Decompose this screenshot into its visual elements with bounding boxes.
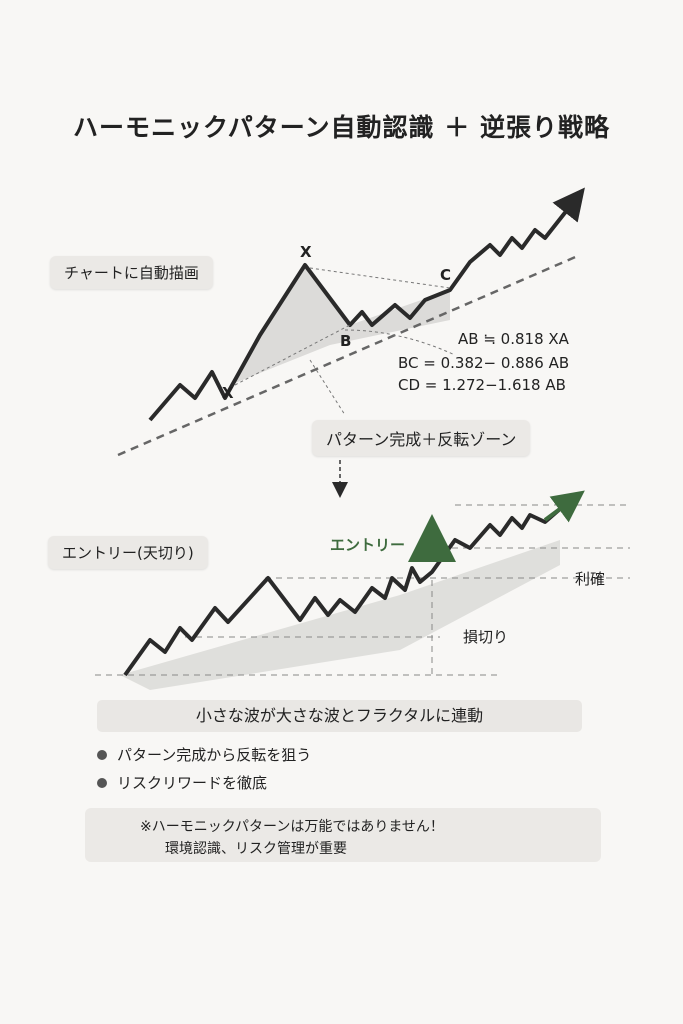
ratio-cd: CD = 1.272−1.618 AB xyxy=(398,376,566,394)
price-line-top xyxy=(148,187,585,422)
pattern-shading xyxy=(230,265,450,385)
auto-draw-callout: チャートに自動描画 xyxy=(50,256,213,289)
bullet-item: パターン完成から反転を狙う xyxy=(97,744,311,765)
xc-dotted xyxy=(309,267,451,289)
green-arrow-target xyxy=(543,490,585,523)
stop-loss-label: 損切り xyxy=(463,628,509,646)
warning-line-2: 環境認識、リスク管理が重要 xyxy=(165,841,347,857)
point-b: B xyxy=(340,332,352,350)
entry-label: エントリー xyxy=(330,536,406,554)
warning-box: ※ハーモニックパターンは万能ではありません！ 環境認識、リスク管理が重要 xyxy=(85,808,601,862)
reversal-zone-callout: パターン完成＋反転ゾーン xyxy=(312,420,531,456)
price-line-bottom xyxy=(123,494,577,677)
zone-pointer xyxy=(309,359,346,416)
point-c: C xyxy=(440,266,452,284)
xb-dotted xyxy=(234,324,351,386)
page-title: ハーモニックパターン自動認識 ＋ 逆張り戦略 xyxy=(73,113,610,142)
bd-dotted xyxy=(344,329,456,356)
bullet-item: リスクリワードを徹底 xyxy=(97,772,267,793)
bullet-text: リスクリワードを徹底 xyxy=(117,774,268,792)
fractal-bar: 小さな波が大さな波とフラクタルに連動 xyxy=(97,700,582,732)
point-x-bottom: X xyxy=(222,384,234,402)
entry-callout: エントリー(天切り) xyxy=(48,536,208,569)
ratio-ab: AB ≒ 0.818 XA xyxy=(458,330,569,348)
point-x-top: X xyxy=(300,243,312,261)
bullet-text: パターン完成から反転を狙う xyxy=(117,746,312,764)
bullet-dot-icon xyxy=(97,749,107,760)
take-profit-label: 利確 xyxy=(575,570,606,588)
bullet-dot-icon xyxy=(97,777,107,788)
ratio-bc: BC = 0.382− 0.886 AB xyxy=(398,354,570,372)
warning-line-1: ※ハーモニックパターンは万能ではありません！ xyxy=(140,819,444,835)
trend-shading xyxy=(120,540,560,690)
